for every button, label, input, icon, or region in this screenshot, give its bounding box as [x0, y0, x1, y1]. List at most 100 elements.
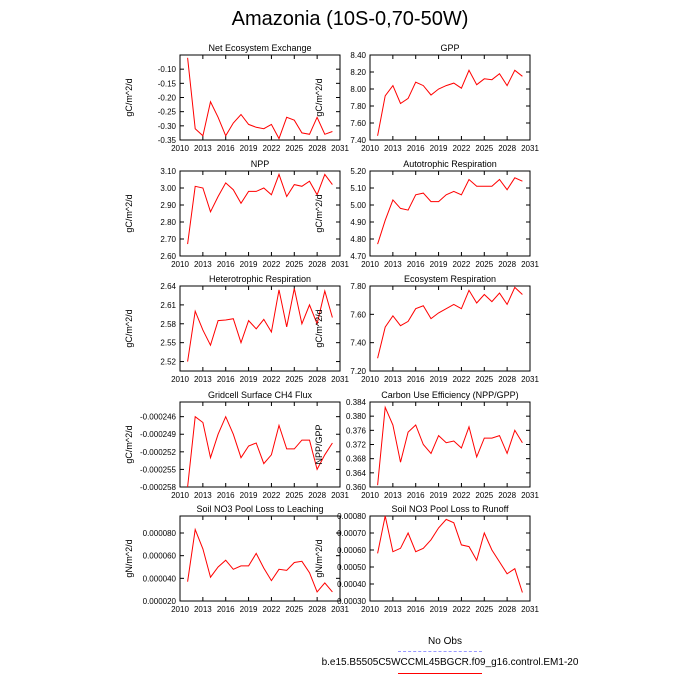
x-tick-label: 2016	[217, 375, 235, 384]
x-tick-label: 2010	[361, 375, 379, 384]
x-tick-label: 2010	[171, 491, 189, 500]
x-tick-label: 2010	[361, 491, 379, 500]
y-tick-label: 2.61	[160, 301, 176, 310]
x-tick-label: 2013	[194, 491, 212, 500]
x-tick-label: 2025	[285, 260, 303, 269]
x-tick-label: 2028	[498, 260, 516, 269]
plot-frame	[369, 170, 531, 257]
x-tick-label: 2022	[453, 605, 471, 614]
x-tick-label: 2022	[263, 491, 281, 500]
y-axis-label: gC/m^2/d	[314, 78, 324, 116]
x-tick-label: 2031	[521, 144, 539, 153]
x-tick-label: 2010	[361, 144, 379, 153]
x-tick-label: 2022	[453, 144, 471, 153]
series-line	[377, 69, 523, 136]
y-tick-label: 3.10	[160, 167, 176, 176]
x-tick-label: 2025	[285, 375, 303, 384]
x-tick-label: 2016	[217, 260, 235, 269]
chart-title: Soil NO3 Pool Loss to Runoff	[392, 504, 509, 514]
y-tick-label: -0.10	[158, 65, 177, 74]
series-line	[187, 57, 333, 140]
x-tick-label: 2013	[384, 491, 402, 500]
x-tick-label: 2031	[331, 491, 349, 500]
series-line	[377, 405, 523, 486]
y-tick-label: 0.364	[346, 469, 367, 478]
y-tick-label: 7.80	[350, 102, 366, 111]
y-tick-label: 5.00	[350, 201, 366, 210]
y-tick-label: 7.60	[350, 310, 366, 319]
x-tick-label: 2031	[331, 260, 349, 269]
y-tick-label: 0.380	[346, 412, 367, 421]
y-tick-label: -0.35	[158, 136, 177, 145]
x-tick-label: 2022	[263, 260, 281, 269]
plot-frame	[369, 401, 531, 488]
chart-title: Net Ecosystem Exchange	[208, 43, 311, 53]
x-tick-label: 2010	[171, 605, 189, 614]
x-tick-label: 2010	[361, 605, 379, 614]
y-tick-label: 2.58	[160, 320, 176, 329]
x-tick-label: 2019	[430, 491, 448, 500]
x-tick-label: 2031	[331, 144, 349, 153]
y-tick-label: 5.20	[350, 167, 366, 176]
x-tick-label: 2031	[331, 605, 349, 614]
y-tick-label: 7.40	[350, 136, 366, 145]
series-line	[377, 177, 523, 245]
y-tick-label: -0.25	[158, 108, 177, 117]
x-tick-label: 2028	[308, 260, 326, 269]
x-tick-label: 2022	[453, 375, 471, 384]
x-tick-label: 2019	[240, 260, 258, 269]
x-tick-label: 2019	[240, 375, 258, 384]
x-tick-label: 2028	[308, 491, 326, 500]
series-line	[187, 288, 333, 362]
y-tick-label: 0.372	[346, 441, 367, 450]
series-line	[187, 415, 333, 488]
y-axis-label: gC/m^2/d	[124, 425, 134, 463]
y-tick-label: -0.000246	[140, 413, 177, 422]
x-tick-label: 2025	[475, 144, 493, 153]
x-tick-label: 2028	[498, 491, 516, 500]
y-tick-label: 2.80	[160, 218, 176, 227]
y-tick-label: 8.00	[350, 85, 366, 94]
x-tick-label: 2031	[521, 491, 539, 500]
y-tick-label: 0.376	[346, 426, 367, 435]
y-axis-label: gC/m^2/d	[124, 194, 134, 232]
y-tick-label: 4.80	[350, 235, 366, 244]
y-tick-label: 8.40	[350, 51, 366, 60]
y-tick-label: 3.00	[160, 184, 176, 193]
y-tick-label: 0.000020	[143, 597, 177, 606]
y-tick-label: 2.60	[160, 252, 176, 261]
y-tick-label: -0.20	[158, 94, 177, 103]
x-tick-label: 2031	[521, 260, 539, 269]
plot-frame	[179, 401, 341, 488]
chart-title: NPP	[251, 159, 270, 169]
chart-title: Heterotrophic Respiration	[209, 274, 311, 284]
x-tick-label: 2028	[308, 375, 326, 384]
y-tick-label: 0.00060	[337, 546, 366, 555]
series-line	[187, 527, 333, 593]
y-tick-label: 0.00070	[337, 529, 366, 538]
y-tick-label: 2.52	[160, 358, 176, 367]
y-axis-label: gC/m^2/d	[124, 78, 134, 116]
plot-frame	[179, 515, 341, 602]
x-tick-label: 2013	[384, 260, 402, 269]
x-tick-label: 2016	[407, 491, 425, 500]
x-tick-label: 2013	[384, 375, 402, 384]
x-tick-label: 2025	[285, 491, 303, 500]
chart-title: Carbon Use Efficiency (NPP/GPP)	[381, 390, 518, 400]
y-tick-label: 7.80	[350, 282, 366, 291]
x-tick-label: 2019	[240, 605, 258, 614]
chart-title: Autotrophic Respiration	[403, 159, 497, 169]
x-tick-label: 2022	[453, 491, 471, 500]
y-tick-label: 2.70	[160, 235, 176, 244]
x-tick-label: 2025	[475, 260, 493, 269]
x-tick-label: 2019	[430, 605, 448, 614]
x-tick-label: 2016	[217, 144, 235, 153]
x-tick-label: 2013	[194, 260, 212, 269]
x-tick-label: 2025	[285, 605, 303, 614]
y-tick-label: -0.30	[158, 122, 177, 131]
x-tick-label: 2019	[430, 375, 448, 384]
y-axis-label: NPP/GPP	[314, 424, 324, 464]
x-tick-label: 2025	[475, 375, 493, 384]
x-tick-label: 2016	[407, 144, 425, 153]
